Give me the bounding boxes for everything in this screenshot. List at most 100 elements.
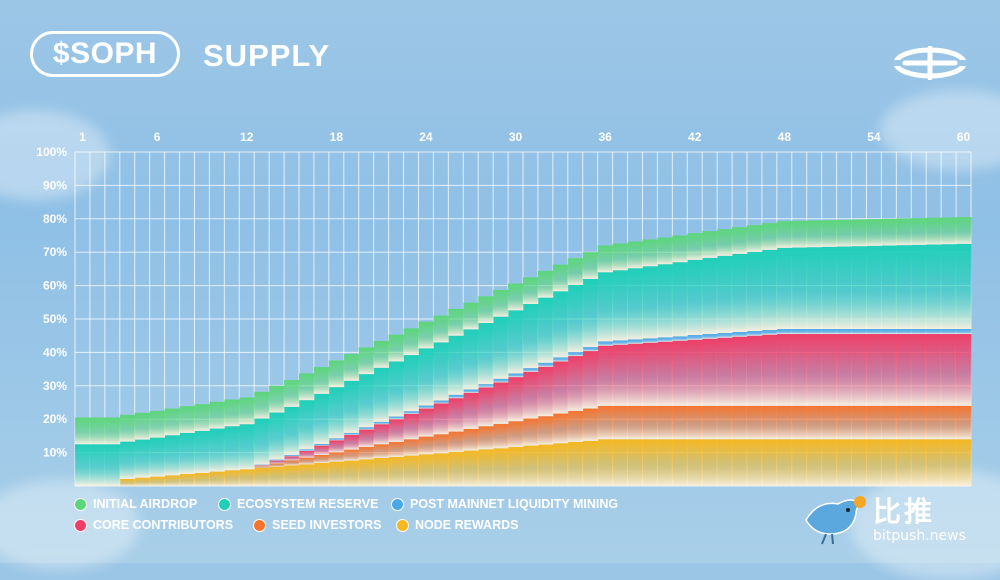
- bar-segment: [328, 438, 345, 441]
- bar-segment: [433, 342, 449, 401]
- bar-segment: [791, 405, 808, 440]
- bar-segment: [358, 446, 375, 460]
- bar-segment: [164, 475, 180, 486]
- bar-segment: [209, 401, 225, 429]
- bar-segment: [717, 337, 733, 406]
- bar-segment: [493, 316, 509, 379]
- bar-segment: [343, 434, 360, 450]
- bar-segment: [269, 460, 285, 464]
- legend-swatch: [74, 518, 87, 532]
- bar-segment: [523, 418, 539, 446]
- bar-segment: [657, 405, 673, 440]
- bar-segment: [642, 266, 658, 339]
- bar-segment: [672, 262, 688, 337]
- bar-segment: [926, 217, 942, 245]
- bar-segment: [657, 337, 673, 342]
- legend-item: INITIAL AIRDROP: [74, 497, 197, 511]
- bar-segment: [702, 338, 718, 406]
- bar-segment: [328, 440, 345, 453]
- bar-segment: [254, 464, 270, 466]
- bar-segment: [851, 439, 867, 486]
- bar-segment: [941, 439, 957, 486]
- bar-segment: [881, 245, 897, 330]
- bar-segment: [299, 373, 315, 401]
- bar-segment: [657, 264, 673, 338]
- bar-segment: [956, 329, 972, 335]
- legend-label: INITIAL AIRDROP: [93, 497, 198, 511]
- bar-segment: [224, 470, 240, 486]
- bar-segment: [269, 463, 285, 467]
- bar-segment: [75, 417, 91, 445]
- bar-segment: [388, 419, 404, 442]
- bar-segment: [956, 243, 972, 330]
- bar-segment: [463, 428, 479, 451]
- bar-segment: [552, 413, 569, 444]
- bar-segment: [418, 454, 434, 486]
- bar-segment: [747, 251, 763, 332]
- bar-segment: [806, 247, 823, 330]
- bar-segment: [597, 439, 613, 486]
- bar-segment: [149, 410, 165, 438]
- bar-segment: [313, 445, 330, 455]
- bar-segment: [926, 244, 942, 330]
- legend-swatch: [74, 497, 87, 511]
- bar-segment: [209, 428, 225, 472]
- bar-segment: [478, 449, 494, 486]
- bar-segment: [702, 334, 718, 339]
- bar-segment: [612, 243, 628, 271]
- bar-segment: [463, 392, 479, 429]
- bar-segment: [403, 355, 419, 412]
- legend-item: POST MAINNET LIQUIDITY MINING: [391, 497, 618, 511]
- bar-segment: [717, 405, 733, 440]
- bar-segment: [89, 417, 106, 445]
- bar-segment: [179, 406, 195, 433]
- bar-segment: [448, 451, 464, 486]
- bar-segment: [642, 342, 658, 406]
- bar-segment: [672, 340, 688, 406]
- bar-segment: [119, 414, 136, 442]
- bar-segment: [702, 405, 718, 440]
- bar-segment: [179, 432, 195, 474]
- legend-swatch: [253, 518, 266, 532]
- bar-segment: [776, 221, 793, 248]
- bar-segment: [896, 329, 912, 335]
- bar-segment: [747, 335, 763, 406]
- page-title: SUPPLY: [203, 38, 331, 73]
- bar-segment: [761, 405, 778, 440]
- bar-segment: [896, 245, 912, 330]
- x-tick-label: 54: [867, 130, 881, 144]
- bar-segment: [313, 462, 330, 486]
- bar-segment: [926, 334, 942, 406]
- bar-segment: [567, 284, 584, 353]
- bar-segment: [672, 336, 688, 341]
- bar-segment: [269, 466, 285, 486]
- bar-segment: [956, 439, 972, 486]
- bar-segment: [747, 331, 763, 336]
- bar-segment: [567, 356, 584, 411]
- bar-segment: [239, 424, 255, 470]
- bar-segment: [313, 367, 330, 394]
- bar-segment: [478, 384, 494, 388]
- bar-segment: [254, 467, 270, 486]
- bar-segment: [821, 439, 837, 486]
- bar-segment: [552, 443, 569, 486]
- bar-segment: [776, 439, 793, 486]
- bar-segment: [821, 334, 837, 406]
- bar-segment: [866, 439, 882, 486]
- bar-segment: [836, 439, 852, 486]
- legend-label: CORE CONTRIBUTORS: [93, 518, 234, 532]
- bar-segment: [582, 440, 599, 486]
- bar-segment: [836, 334, 852, 406]
- bar-segment: [657, 439, 673, 486]
- bar-segment: [672, 439, 688, 486]
- legend-swatch: [218, 497, 231, 511]
- bar-segment: [761, 439, 778, 486]
- bar-segment: [523, 368, 539, 372]
- bar-segment: [836, 246, 852, 330]
- bar-segment: [911, 218, 927, 245]
- bar-segment: [717, 439, 733, 486]
- bar-segment: [687, 439, 703, 486]
- bar-segment: [328, 452, 345, 462]
- bar-segment: [388, 441, 404, 457]
- bar-segment: [911, 334, 927, 406]
